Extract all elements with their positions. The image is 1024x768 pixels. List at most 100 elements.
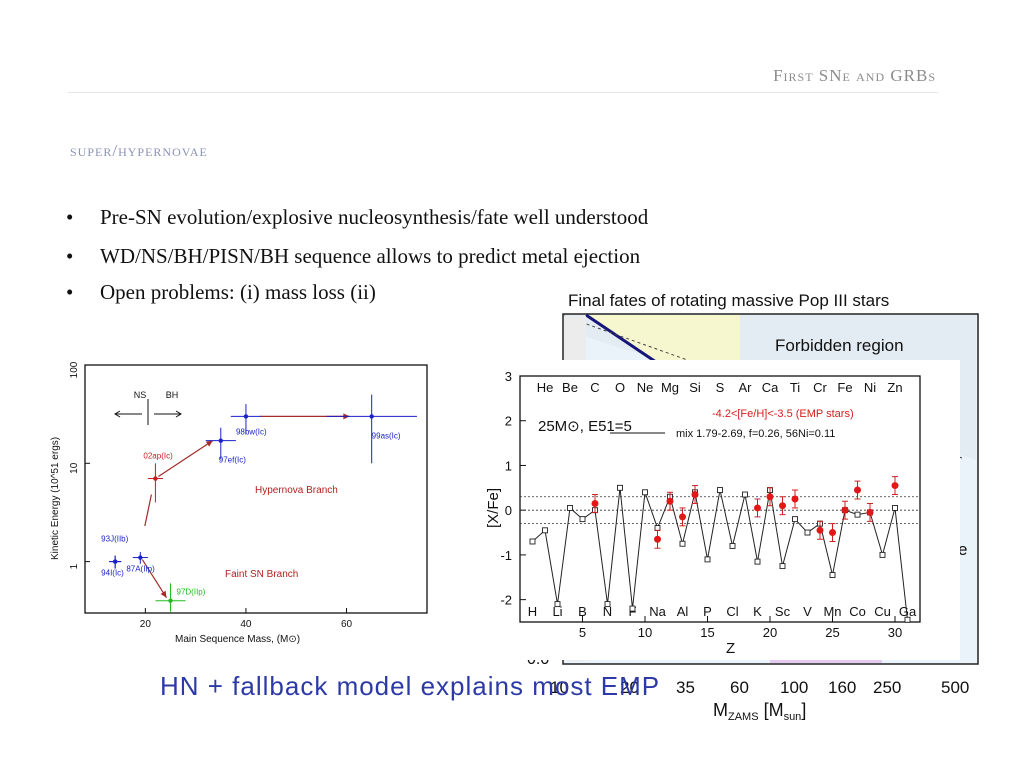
ke-data-point: [243, 414, 249, 419]
xfe-emp-point: [854, 486, 861, 494]
xfe-emp-point: [666, 497, 674, 505]
xfe-element-label-top: Ni: [864, 380, 876, 395]
ke-point-label: 02ap(Ic): [143, 452, 173, 461]
fates-x-label-sub: ZAMS: [728, 711, 759, 723]
header-divider: [68, 92, 938, 93]
xfe-emp-point: [791, 495, 799, 503]
ke-ns-arrowhead: [114, 410, 121, 418]
slide-header: First SNe and GRBs: [773, 66, 936, 85]
xfe-model-point: [642, 489, 648, 496]
xfe-model-point: [829, 572, 836, 578]
ke-data-point: [138, 555, 143, 560]
xfe-model-point: [854, 511, 861, 518]
xfe-y-tick-label: 3: [505, 369, 512, 384]
fates-edge-text: e: [958, 540, 967, 559]
xfe-y-tick-label: -1: [500, 548, 512, 563]
xfe-element-label-top: Si: [689, 380, 701, 395]
ke-point-label: 97D(IIp): [177, 588, 206, 597]
fates-x-tick: 35: [676, 678, 695, 697]
ke-point-label: 94I(Ic): [101, 569, 124, 578]
fates-x-tick: 20: [620, 678, 639, 697]
xfe-x-tick-label: 30: [888, 625, 902, 640]
fates-x-tick: 60: [730, 678, 749, 697]
ke-x-label: Main Sequence Mass, (M⊙): [175, 634, 300, 645]
xfe-model-point: [779, 563, 786, 570]
xfe-emp-point: [841, 506, 849, 514]
xfe-element-label-bottom: B: [578, 604, 587, 619]
xfe-element-label-bottom: V: [803, 604, 812, 619]
xfe-element-label-top: Cr: [813, 380, 827, 395]
fates-x-tick: 100: [780, 678, 808, 697]
xfe-element-label-top: Fe: [837, 380, 852, 395]
xfe-x-tick-label: 20: [763, 625, 777, 640]
xfe-emp-point: [679, 513, 686, 521]
xfe-element-label-bottom: P: [703, 604, 712, 619]
xfe-x-label: Z: [726, 640, 735, 657]
ke-trend-arrow: [158, 440, 214, 478]
xfe-y-tick-label: -2: [500, 593, 512, 608]
xfe-model-point: [804, 529, 811, 536]
xfe-emp-legend: -4.2<[Fe/H]<-3.5 (EMP stars): [712, 408, 854, 420]
ke-point-label: 93J(IIb): [101, 535, 128, 544]
xfe-model-point: [742, 491, 748, 498]
xfe-element-label-bottom: Co: [849, 604, 866, 619]
ke-x-tick-label: 60: [341, 619, 353, 630]
ke-trend-arrow: [144, 494, 152, 527]
xfe-model-point: [554, 601, 561, 608]
fates-x-label-unit-sub: sun: [784, 711, 802, 723]
xfe-element-label-bottom: Al: [677, 604, 689, 619]
xfe-emp-point: [654, 535, 661, 543]
fates-x-tick: 10: [550, 678, 569, 697]
fates-x-ticks: 10 20 35 60 100 160 250 500: [550, 678, 969, 697]
xfe-element-label-top: Be: [562, 380, 578, 395]
ke-trend-arrow: [141, 559, 168, 599]
bullet-marker: •: [66, 280, 74, 304]
xfe-model-point: [579, 516, 586, 523]
fates-x-label-unit: [M: [759, 700, 784, 720]
ke-bh-label: BH: [166, 390, 179, 400]
fates-x-label-main: M: [713, 700, 728, 720]
xfe-plot-frame: [519, 375, 921, 623]
fates-x-tick: 250: [873, 678, 901, 697]
xfe-element-label-top: Ne: [637, 380, 654, 395]
fates-x-label: MZAMS [Msun]: [713, 700, 806, 723]
ke-point-label: 98bw(Ic): [236, 427, 267, 436]
ke-bh-arrowhead: [175, 410, 182, 418]
ke-x-tick-label: 20: [140, 619, 152, 630]
ke-y-tick-label: 10: [69, 462, 80, 474]
xfe-model-legend: 25M⊙, E51=5: [538, 418, 632, 435]
xfe-element-label-bottom: K: [753, 604, 762, 619]
xfe-model-point: [904, 616, 911, 623]
xfe-model-point: [754, 558, 761, 565]
xfe-element-label-bottom: Mn: [823, 604, 841, 619]
xfe-x-tick-label: 5: [579, 625, 586, 640]
xfe-element-label-bottom: Na: [649, 604, 666, 619]
xfe-emp-point: [779, 502, 786, 510]
fates-boundary-line: [585, 313, 657, 364]
ke-data-point: [153, 476, 158, 481]
xfe-model-point: [529, 538, 536, 545]
ke-trend-arrowhead: [160, 590, 167, 598]
ke-trend-arrowhead: [205, 440, 213, 447]
xfe-emp-point: [591, 499, 599, 507]
ke-y-tick-label: 1: [69, 563, 80, 569]
xfe-model-point: [567, 504, 573, 511]
xfe-model-point: [792, 516, 798, 523]
xfe-element-label-top: He: [537, 380, 554, 395]
ke-ns-label: NS: [134, 390, 147, 400]
ke-faint-label: Faint SN Branch: [225, 569, 298, 580]
ke-plot-frame: [84, 364, 428, 614]
xfe-emp-point: [754, 504, 761, 512]
xfe-model-point: [679, 540, 686, 547]
xfe-element-label-top: S: [716, 380, 725, 395]
xfe-element-label-bottom: H: [528, 604, 537, 619]
xfe-model-point: [542, 527, 548, 534]
ke-hypernova-label: Hypernova Branch: [255, 485, 338, 496]
conclusion-text: HN + fallback model explains most EMP: [160, 671, 661, 701]
xfe-element-label-bottom: Cl: [726, 604, 738, 619]
xfe-model-point: [892, 504, 898, 511]
xfe-emp-point: [866, 508, 874, 516]
xfe-element-label-top: Zn: [887, 380, 902, 395]
ke-y-tick-label: 100: [69, 361, 80, 378]
ke-point-label: 99as(Ic): [372, 431, 401, 440]
